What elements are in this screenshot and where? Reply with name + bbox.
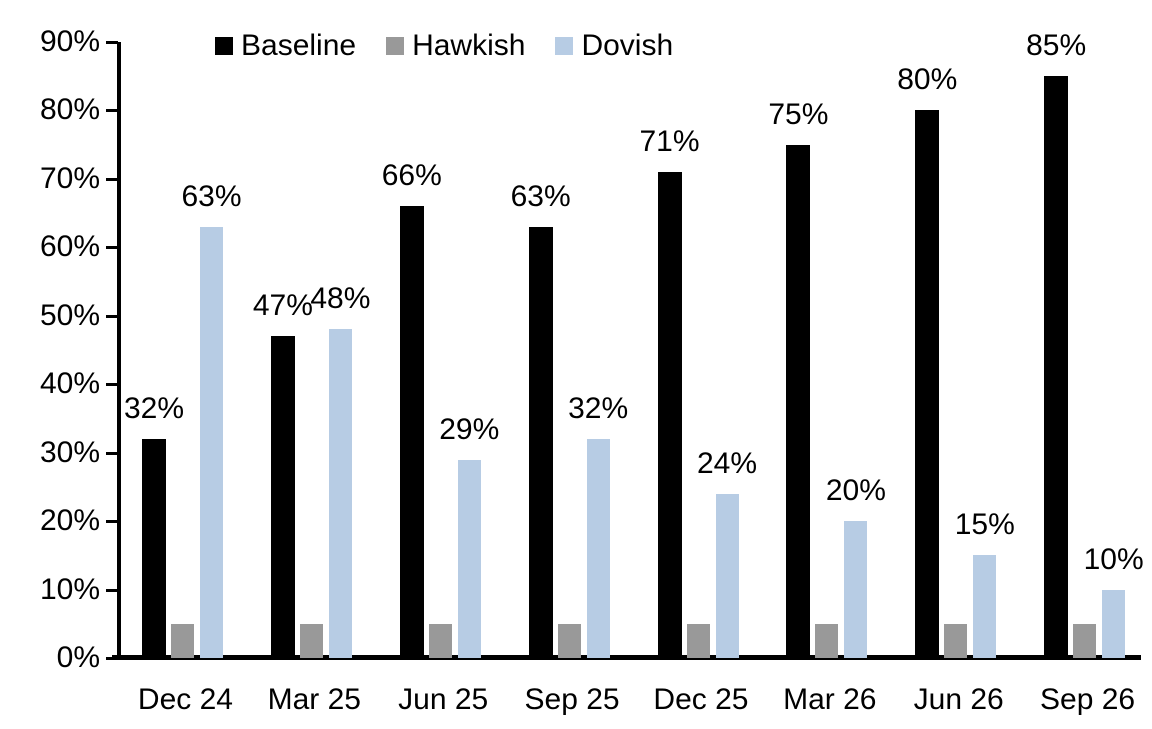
bar-dovish-jun-25 bbox=[457, 459, 481, 658]
x-axis-label-dec-25: Dec 25 bbox=[653, 683, 749, 716]
bar-dovish-jun-26 bbox=[973, 555, 997, 658]
x-axis-label-jun-26: Jun 26 bbox=[913, 683, 1004, 716]
bar-hawkish-sep-25 bbox=[557, 623, 581, 658]
bar-baseline-sep-25 bbox=[528, 226, 553, 658]
y-tick-label-70: 70% bbox=[39, 161, 100, 195]
legend-swatch-hawkish bbox=[386, 37, 405, 55]
x-axis-label-mar-26: Mar 26 bbox=[783, 683, 877, 716]
y-tick-mark bbox=[106, 520, 118, 524]
bar-hawkish-sep-26 bbox=[1073, 623, 1097, 658]
y-tick-label-0: 0% bbox=[56, 641, 100, 674]
legend-label: Dovish bbox=[581, 29, 674, 62]
y-tick-mark bbox=[106, 41, 118, 44]
legend-item-dovish: Dovish bbox=[555, 28, 673, 64]
bar-label-dovish-dec-24: 63% bbox=[181, 179, 242, 213]
bar-hawkish-jun-26 bbox=[944, 623, 968, 658]
x-axis-label-dec-24: Dec 24 bbox=[137, 683, 233, 716]
bar-dovish-dec-24 bbox=[200, 226, 223, 658]
bar-dovish-sep-25 bbox=[586, 438, 610, 658]
bar-baseline-sep-26 bbox=[1044, 76, 1069, 658]
bar-label-baseline-jun-25: 66% bbox=[381, 159, 442, 193]
y-tick-mark bbox=[106, 383, 118, 387]
bar-hawkish-dec-25 bbox=[686, 623, 710, 658]
x-axis-line bbox=[112, 655, 1141, 660]
bar-label-dovish-dec-25: 24% bbox=[696, 446, 758, 480]
x-axis-label-jun-25: Jun 25 bbox=[398, 683, 489, 716]
legend-item-hawkish: Hawkish bbox=[386, 28, 525, 64]
legend-item-baseline: Baseline bbox=[215, 28, 356, 64]
chart-legend: Baseline Hawkish Dovish bbox=[215, 28, 673, 64]
bar-baseline-dec-25 bbox=[657, 172, 682, 658]
y-tick-mark bbox=[106, 246, 118, 250]
bar-label-baseline-dec-25: 71% bbox=[639, 125, 700, 159]
bar-label-dovish-mar-26: 20% bbox=[825, 474, 886, 508]
y-tick-label-40: 40% bbox=[39, 367, 100, 401]
bar-dovish-mar-25 bbox=[328, 329, 352, 658]
legend-label: Hawkish bbox=[412, 29, 526, 62]
bar-baseline-dec-24 bbox=[142, 438, 166, 658]
y-tick-mark bbox=[106, 177, 118, 181]
bar-dovish-mar-26 bbox=[844, 521, 868, 658]
bar-label-baseline-mar-25: 47% bbox=[252, 289, 313, 323]
legend-label: Baseline bbox=[241, 29, 357, 62]
bar-label-dovish-jun-25: 29% bbox=[439, 412, 500, 446]
y-tick-label-60: 60% bbox=[39, 230, 100, 264]
bar-hawkish-jun-25 bbox=[428, 623, 452, 658]
plot-area: 32% 63% 47% 48% 66% 29% 63% 32% 71% 24% 75% 20% 80% 1… bbox=[121, 29, 1152, 658]
y-tick-mark bbox=[106, 109, 118, 113]
y-tick-mark bbox=[106, 451, 118, 455]
legend-swatch-dovish bbox=[555, 37, 574, 55]
y-tick-mark bbox=[106, 588, 118, 592]
bar-hawkish-dec-24 bbox=[171, 623, 194, 658]
y-tick-label-10: 10% bbox=[39, 572, 100, 606]
x-axis-label-sep-26: Sep 26 bbox=[1040, 683, 1136, 716]
bar-label-baseline-dec-24: 32% bbox=[123, 391, 185, 425]
x-axis: Dec 24 Mar 25 Jun 25 Sep 25 Dec 25 Mar 26 Jun … bbox=[121, 682, 1152, 722]
y-tick-label-80: 80% bbox=[39, 93, 100, 127]
bar-baseline-mar-26 bbox=[786, 144, 811, 658]
bar-label-baseline-sep-25: 63% bbox=[510, 179, 571, 213]
y-tick-mark bbox=[106, 314, 118, 318]
bar-baseline-jun-26 bbox=[915, 110, 940, 658]
y-axis-line bbox=[117, 42, 121, 660]
bar-label-baseline-mar-26: 75% bbox=[768, 97, 829, 131]
y-tick-label-20: 20% bbox=[39, 504, 100, 538]
legend-swatch-baseline bbox=[215, 37, 233, 55]
y-tick-label-50: 50% bbox=[39, 298, 100, 332]
bar-hawkish-mar-25 bbox=[299, 623, 323, 658]
bar-label-dovish-jun-26: 15% bbox=[954, 508, 1015, 542]
y-tick-label-30: 30% bbox=[39, 435, 100, 469]
bar-label-dovish-sep-26: 10% bbox=[1083, 542, 1144, 576]
y-tick-label-90: 90% bbox=[39, 25, 100, 58]
bar-dovish-dec-25 bbox=[715, 493, 739, 658]
bar-baseline-jun-25 bbox=[399, 206, 424, 658]
bar-dovish-sep-26 bbox=[1102, 589, 1126, 658]
bar-hawkish-mar-26 bbox=[815, 623, 839, 658]
bar-baseline-mar-25 bbox=[270, 336, 295, 658]
x-axis-label-sep-25: Sep 25 bbox=[524, 683, 620, 716]
bar-label-baseline-sep-26: 85% bbox=[1026, 29, 1087, 63]
x-axis-label-mar-25: Mar 25 bbox=[267, 683, 361, 716]
bar-label-baseline-jun-26: 80% bbox=[897, 63, 958, 97]
bar-label-dovish-sep-25: 32% bbox=[568, 391, 629, 425]
bar-label-dovish-mar-25: 48% bbox=[310, 282, 371, 316]
